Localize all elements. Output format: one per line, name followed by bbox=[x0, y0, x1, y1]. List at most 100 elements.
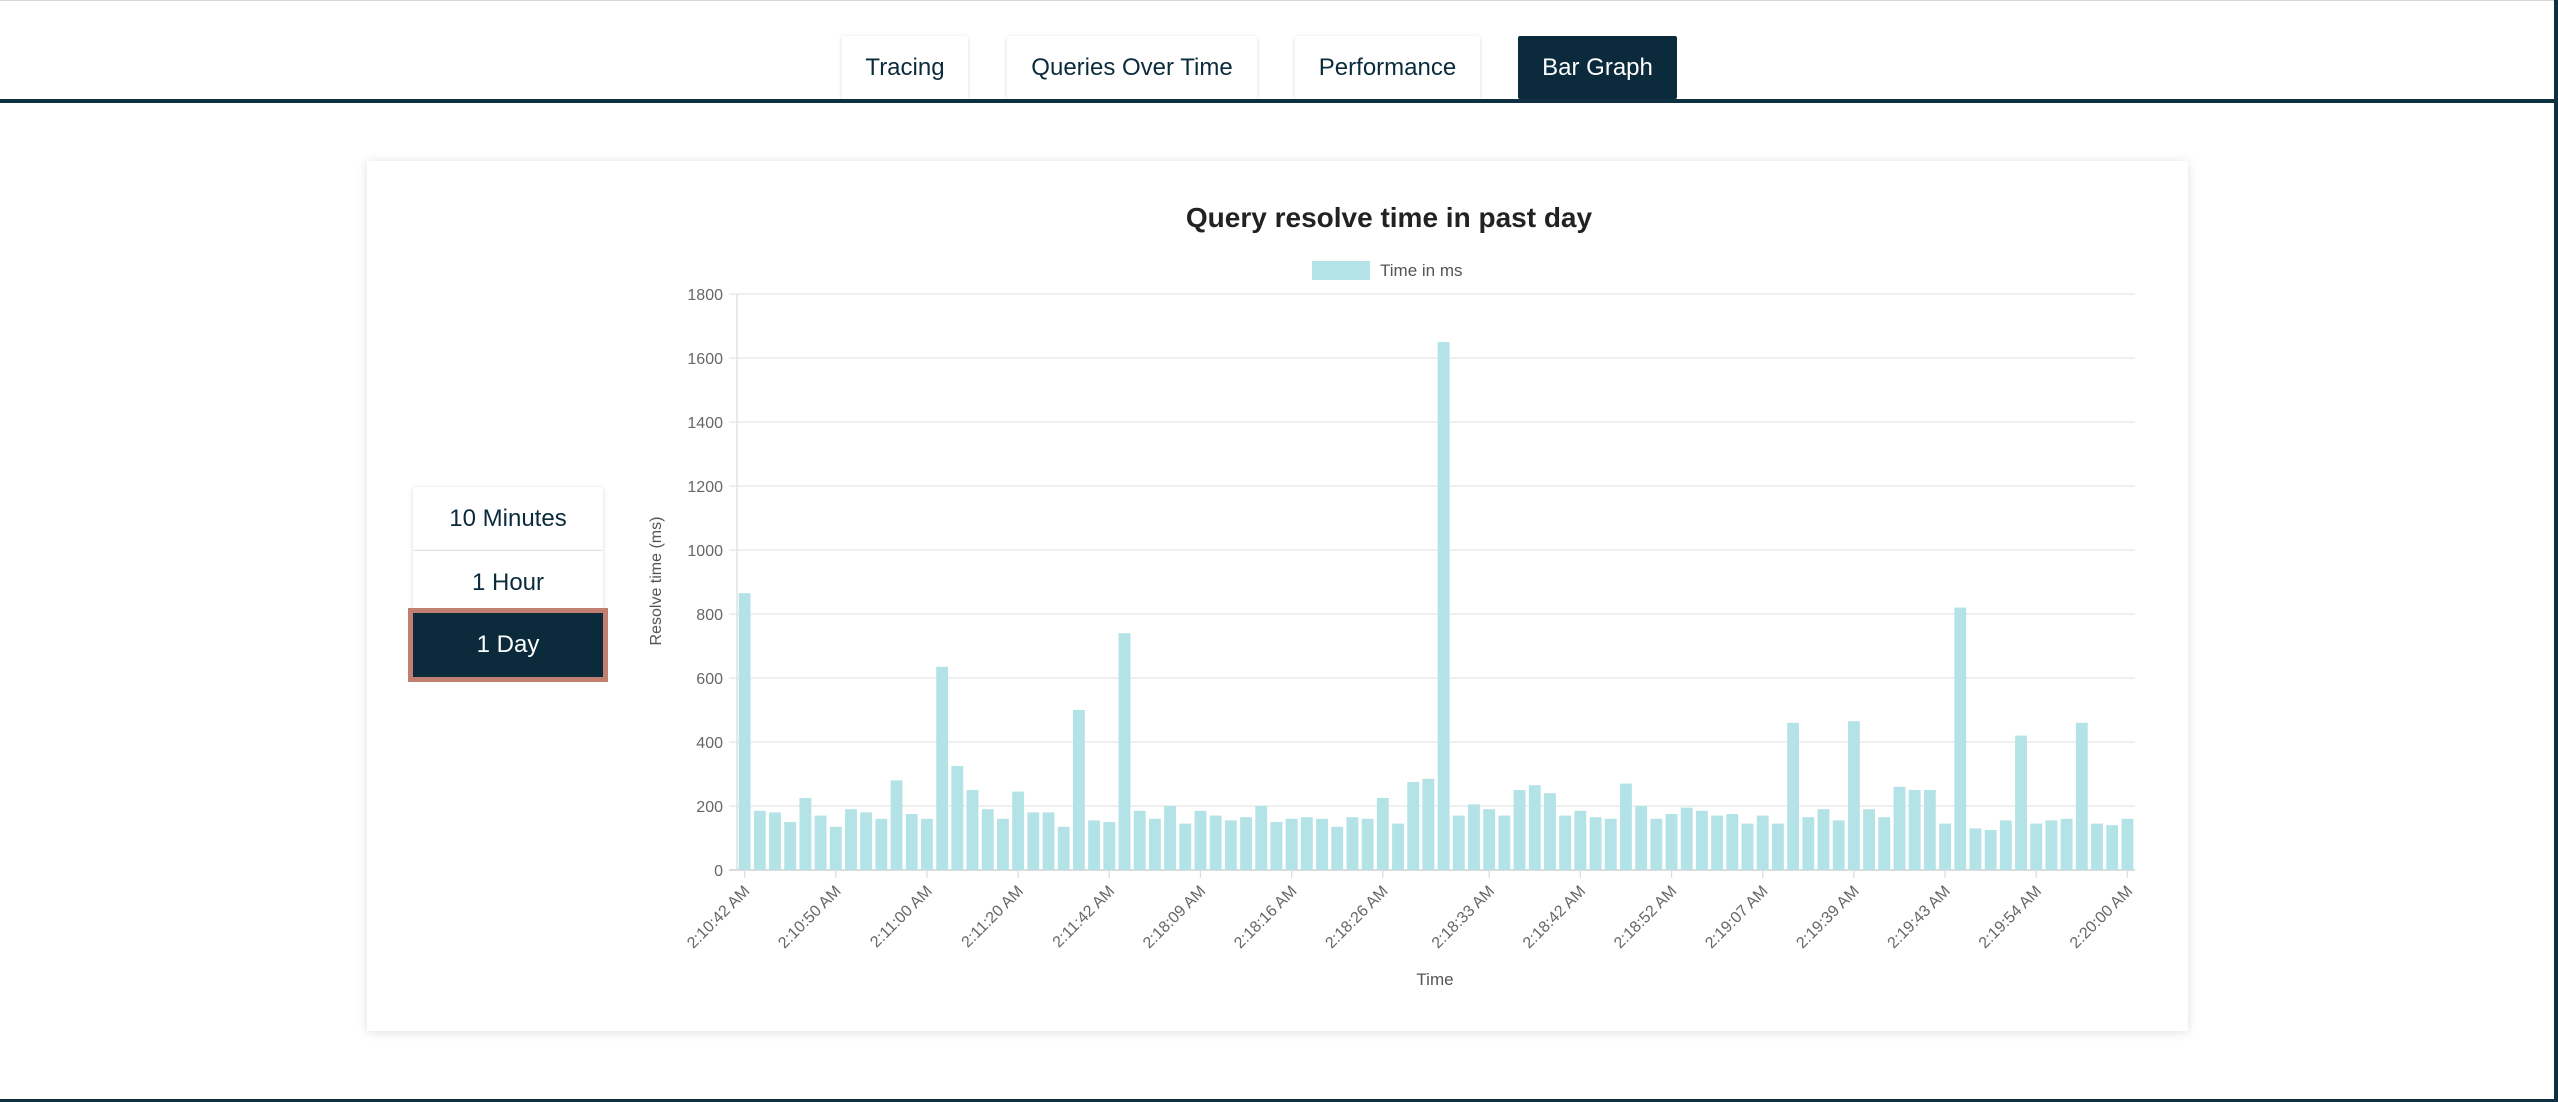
bar bbox=[1650, 818, 1663, 870]
tab-bar-graph[interactable]: Bar Graph bbox=[1518, 36, 1677, 99]
bar bbox=[1407, 782, 1420, 870]
bar bbox=[1148, 818, 1161, 870]
bar bbox=[1847, 721, 1860, 870]
bar bbox=[2045, 820, 2058, 870]
bar bbox=[814, 815, 827, 870]
x-axis: 2:10:42 AM 2:10:50 AM 2:11:00 AM 2:11:20 AM… bbox=[684, 870, 2136, 952]
bar bbox=[1817, 809, 1830, 870]
bar bbox=[1832, 820, 1845, 870]
y-tick-label: 1600 bbox=[687, 351, 723, 368]
bar bbox=[2015, 735, 2027, 870]
bar bbox=[905, 814, 918, 870]
bar bbox=[1376, 798, 1389, 870]
bar bbox=[738, 593, 751, 870]
bar bbox=[1224, 820, 1237, 870]
bar bbox=[1620, 783, 1632, 870]
bar bbox=[1969, 828, 1982, 870]
bar bbox=[1984, 830, 1997, 870]
bar bbox=[951, 766, 964, 870]
y-tick-label: 800 bbox=[696, 607, 723, 624]
bar bbox=[1498, 815, 1511, 870]
bar bbox=[1665, 814, 1678, 870]
y-tick-label: 1400 bbox=[687, 415, 723, 432]
bar bbox=[1118, 633, 1131, 870]
bar bbox=[2075, 722, 2088, 870]
bar bbox=[1878, 817, 1891, 870]
bar bbox=[1103, 822, 1116, 870]
bar bbox=[1483, 809, 1496, 870]
x-tick-label: 2:19:43 AM bbox=[1885, 883, 1954, 952]
bar bbox=[784, 822, 797, 870]
tab-performance[interactable]: Performance bbox=[1295, 36, 1480, 99]
top-border bbox=[0, 0, 2558, 1]
chart-card: 10 Minutes 1 Hour 1 Day Query resolve ti… bbox=[367, 161, 2188, 1031]
bar bbox=[1042, 812, 1055, 870]
y-tick-label: 1000 bbox=[687, 543, 723, 560]
bar bbox=[1361, 818, 1374, 870]
bar bbox=[875, 818, 888, 870]
bar bbox=[1559, 815, 1572, 870]
x-tick-label: 2:18:52 AM bbox=[1611, 883, 1680, 952]
bar bbox=[921, 818, 933, 870]
bar bbox=[936, 666, 949, 870]
range-1-day-button[interactable]: 1 Day bbox=[408, 608, 608, 682]
nav-divider bbox=[0, 99, 2558, 103]
bar bbox=[1468, 804, 1480, 870]
bar bbox=[1255, 806, 1268, 870]
x-tick-label: 2:20:00 AM bbox=[2067, 883, 2136, 952]
y-tick-label: 1200 bbox=[687, 479, 723, 496]
bar bbox=[1057, 826, 1070, 870]
y-axis-title: Resolve time (ms) bbox=[648, 517, 665, 646]
bar bbox=[860, 812, 873, 870]
bar bbox=[1544, 793, 1556, 870]
page-right-edge bbox=[2554, 0, 2558, 1102]
x-tick-label: 2:18:26 AM bbox=[1322, 883, 1391, 952]
bar bbox=[1316, 818, 1328, 870]
bar bbox=[1635, 806, 1648, 870]
bar bbox=[2106, 825, 2119, 870]
bar bbox=[1999, 820, 2012, 870]
x-tick-label: 2:11:20 AM bbox=[959, 883, 1027, 951]
bar bbox=[1695, 810, 1708, 870]
bar bbox=[1179, 823, 1192, 870]
bar bbox=[1346, 817, 1359, 870]
range-10-minutes-button[interactable]: 10 Minutes bbox=[413, 487, 603, 550]
bar bbox=[753, 810, 766, 870]
x-tick-label: 2:18:09 AM bbox=[1140, 883, 1209, 952]
bar bbox=[1756, 815, 1769, 870]
legend-label: Time in ms bbox=[1380, 261, 1463, 280]
bar bbox=[1863, 809, 1876, 870]
tab-queries-over-time[interactable]: Queries Over Time bbox=[1007, 36, 1257, 99]
bar bbox=[1513, 790, 1526, 870]
bar bbox=[2121, 818, 2134, 870]
legend-swatch bbox=[1312, 261, 1370, 280]
x-tick-label: 2:11:42 AM bbox=[1050, 883, 1118, 951]
range-1-hour-button[interactable]: 1 Hour bbox=[413, 551, 603, 614]
bar bbox=[2091, 823, 2103, 870]
bar bbox=[1741, 823, 1754, 870]
bar bbox=[1133, 810, 1146, 870]
bar bbox=[1437, 342, 1450, 870]
bar bbox=[981, 809, 994, 870]
x-tick-label: 2:18:42 AM bbox=[1520, 883, 1589, 952]
y-tick-label: 0 bbox=[714, 863, 723, 880]
bar bbox=[1300, 817, 1313, 870]
bar bbox=[845, 809, 857, 870]
bar bbox=[1893, 786, 1906, 870]
y-tick-label: 200 bbox=[696, 799, 723, 816]
bar bbox=[1528, 785, 1541, 870]
x-tick-label: 2:18:16 AM bbox=[1231, 883, 1300, 952]
bar bbox=[1711, 815, 1724, 870]
tab-tracing[interactable]: Tracing bbox=[842, 36, 968, 99]
bar bbox=[1209, 815, 1222, 870]
bar bbox=[1027, 812, 1040, 870]
x-tick-label: 2:10:42 AM bbox=[684, 883, 753, 952]
bar bbox=[2030, 823, 2043, 870]
bar bbox=[1285, 818, 1298, 870]
x-tick-label: 2:19:39 AM bbox=[1793, 883, 1862, 952]
bar bbox=[1422, 778, 1435, 870]
chart-title: Query resolve time in past day bbox=[1186, 202, 1593, 233]
bar bbox=[1589, 817, 1602, 870]
bar bbox=[1771, 823, 1784, 870]
bar bbox=[966, 790, 979, 870]
